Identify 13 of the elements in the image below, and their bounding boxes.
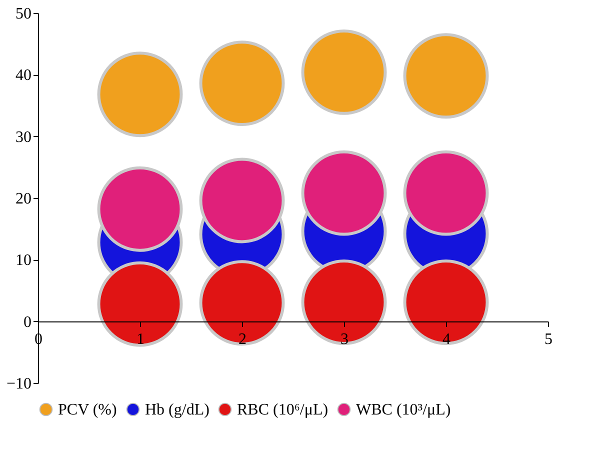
y-tick-label: 0: [24, 314, 32, 331]
legend-label: Hb (g/dL): [145, 401, 210, 418]
y-tick-label: 50: [16, 6, 32, 22]
x-tick-label: 5: [544, 330, 552, 348]
legend-label: PCV (%): [58, 401, 117, 418]
x-tick-label: 1: [136, 330, 144, 348]
y-tick-label: 20: [16, 190, 32, 208]
y-tick-label: −10: [6, 376, 32, 392]
y-tick-label: 10: [16, 252, 32, 270]
legend-label: WBC (10³/μL): [356, 401, 451, 418]
y-tick-label: 40: [16, 67, 32, 84]
legend-label: RBC (10⁶/μL): [237, 401, 328, 418]
y-tick-label: 30: [16, 128, 32, 146]
